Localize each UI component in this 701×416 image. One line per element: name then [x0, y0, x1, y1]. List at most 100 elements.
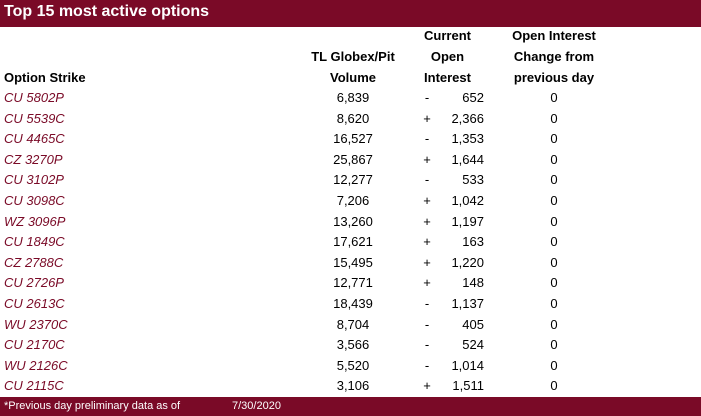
oi-sign: + [423, 110, 431, 126]
option-strike: CU 1849C [4, 234, 65, 250]
volume-cell: 15,495 [333, 254, 373, 270]
open-interest-cell: 2,366 [451, 110, 484, 126]
oi-change-cell: 0 [550, 357, 558, 373]
open-interest-cell: 1,137 [451, 295, 484, 311]
open-interest-cell: 1,511 [452, 378, 484, 394]
oi-change-cell: 0 [550, 172, 558, 188]
header-open-interest: Current Open Interest [410, 25, 485, 88]
volume-cell: 18,439 [333, 295, 373, 311]
header-volume: TL Globex/Pit Volume [300, 46, 406, 88]
volume-cell: 13,260 [333, 213, 373, 229]
header-oi-change-line-3: previous day [513, 70, 595, 85]
open-interest-cell: 405 [462, 316, 484, 332]
oi-sign: + [423, 275, 431, 291]
oi-change-cell: 0 [550, 295, 558, 311]
oi-sign: - [424, 337, 430, 353]
oi-change-cell: 0 [550, 90, 558, 105]
oi-change-cell: 0 [550, 254, 558, 270]
oi-change-cell: 0 [550, 110, 558, 126]
header-oi-change: Open Interest Change from previous day [495, 25, 613, 88]
oi-change-cell: 0 [550, 275, 558, 291]
table-row: CU 2170C 3,566 - 524 0 [0, 336, 701, 357]
header-volume-line-2: Volume [330, 70, 376, 85]
header-open-interest-line-1: Current [424, 28, 471, 43]
table-row: CU 2726P 12,771 + 148 0 [0, 274, 701, 295]
volume-cell: 7,206 [336, 192, 370, 208]
oi-change-cell: 0 [550, 213, 558, 229]
volume-cell: 12,771 [333, 275, 373, 291]
oi-change-cell: 0 [550, 316, 558, 332]
volume-cell: 3,566 [336, 337, 370, 353]
table-row: CZ 3270P 25,867 + 1,644 0 [0, 151, 701, 172]
table-row: WZ 3096P 13,260 + 1,197 0 [0, 213, 701, 234]
option-strike: CU 3098C [4, 192, 65, 208]
open-interest-cell: 1,197 [451, 213, 484, 229]
volume-cell: 3,106 [336, 378, 370, 394]
open-interest-cell: 524 [462, 337, 484, 353]
open-interest-cell: 1,644 [451, 151, 484, 167]
table-row: CU 1849C 17,621 + 163 0 [0, 233, 701, 254]
table-row: WU 2126C 5,520 - 1,014 0 [0, 357, 701, 378]
open-interest-cell: 533 [462, 172, 484, 188]
open-interest-cell: 1,042 [451, 192, 484, 208]
oi-sign: + [423, 192, 431, 208]
open-interest-cell: 163 [462, 234, 484, 250]
option-strike: CU 2170C [4, 337, 65, 353]
volume-cell: 5,520 [336, 357, 370, 373]
table-row: CU 4465C 16,527 - 1,353 0 [0, 130, 701, 151]
volume-cell: 12,277 [333, 172, 373, 188]
option-strike: CZ 2788C [4, 254, 64, 270]
header-oi-change-line-1: Open Interest [512, 28, 596, 43]
volume-cell: 6,839 [336, 90, 370, 105]
volume-cell: 16,527 [333, 131, 373, 147]
option-strike: CU 2115C [4, 378, 64, 394]
table-row: CU 2613C 18,439 - 1,137 0 [0, 295, 701, 316]
oi-sign: - [424, 172, 430, 188]
volume-cell: 25,867 [333, 151, 373, 167]
volume-cell: 17,621 [333, 234, 373, 250]
title-bar: Top 15 most active options [0, 0, 701, 27]
option-strike: WU 2126C [4, 357, 68, 373]
header-oi-change-line-2: Change from [513, 49, 595, 64]
option-strike: WU 2370C [4, 316, 68, 332]
option-strike: CU 5539C [4, 110, 65, 126]
option-strike: CU 4465C [4, 131, 65, 147]
header-option-strike: Option Strike [4, 67, 86, 88]
oi-sign: - [424, 295, 430, 311]
open-interest-cell: 1,220 [451, 254, 484, 270]
table-row: CU 3102P 12,277 - 533 0 [0, 171, 701, 192]
option-strike: CU 3102P [4, 172, 64, 188]
table-row: CU 3098C 7,206 + 1,042 0 [0, 192, 701, 213]
option-strike: CU 2726P [4, 275, 64, 291]
open-interest-cell: 652 [462, 90, 484, 105]
option-strike: CU 2613C [4, 295, 65, 311]
oi-sign: + [423, 234, 431, 250]
oi-sign: + [423, 378, 431, 394]
oi-change-cell: 0 [550, 234, 558, 250]
table-row: WU 2370C 8,704 - 405 0 [0, 316, 701, 337]
oi-sign: - [424, 316, 430, 332]
volume-cell: 8,620 [336, 110, 370, 126]
oi-change-cell: 0 [550, 192, 558, 208]
open-interest-cell: 1,353 [451, 131, 484, 147]
footer-date: 7/30/2020 [232, 400, 281, 412]
table-row: CU 5539C 8,620 + 2,366 0 [0, 110, 701, 131]
option-strike: WZ 3096P [4, 213, 66, 229]
header-option-strike-text: Option Strike [4, 70, 86, 85]
option-strike: CU 5802P [4, 90, 64, 105]
table-row: CU 2115C 3,106 + 1,511 0 [0, 377, 701, 398]
oi-sign: - [424, 357, 430, 373]
footer-bar: *Previous day preliminary data as of 7/3… [0, 397, 701, 416]
table-row: CU 5802P 6,839 - 652 0 [0, 89, 701, 110]
open-interest-cell: 148 [462, 275, 484, 291]
table-row: CZ 2788C 15,495 + 1,220 0 [0, 254, 701, 275]
volume-cell: 8,704 [336, 316, 370, 332]
oi-sign: - [424, 90, 430, 105]
header-open-interest-line-3: Interest [424, 70, 471, 85]
oi-change-cell: 0 [550, 337, 558, 353]
header-open-interest-line-2: Open [430, 49, 465, 64]
oi-change-cell: 0 [550, 378, 558, 394]
page-title: Top 15 most active options [4, 3, 210, 20]
oi-sign: - [424, 131, 430, 147]
open-interest-cell: 1,014 [451, 357, 484, 373]
